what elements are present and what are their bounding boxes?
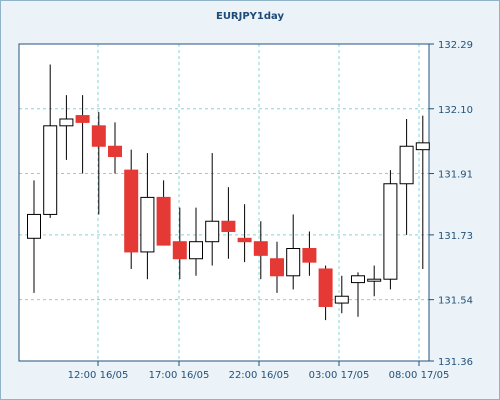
y-tick-label: 132.29 (438, 40, 473, 51)
y-tick-label: 131.54 (438, 296, 473, 307)
candle (351, 272, 365, 317)
plot-border (18, 43, 430, 362)
candle-body-bullish (286, 248, 301, 277)
candle-body-bearish (221, 220, 236, 232)
x-tick-label: 17:00 16/05 (149, 370, 210, 381)
candle-body-bearish (237, 237, 252, 243)
candle (302, 231, 317, 276)
candle-body-bearish (253, 241, 268, 256)
candle (383, 170, 398, 290)
candle-body-bullish (189, 241, 203, 260)
candle-body-bullish (140, 196, 155, 253)
y-tick-label: 131.36 (438, 357, 473, 368)
candle (27, 180, 41, 293)
y-tick-label: 132.10 (438, 105, 473, 116)
candle-body-bullish (415, 142, 430, 151)
x-tick-label: 12:00 16/05 (68, 370, 129, 381)
candle (189, 207, 203, 276)
y-tick-label: 131.91 (438, 170, 473, 181)
candle-body-bullish (367, 278, 382, 282)
candle-body-bullish (59, 118, 74, 127)
candle (91, 112, 106, 215)
candle-body-bearish (124, 169, 139, 253)
candle-body-bearish (91, 125, 106, 147)
candle (59, 95, 74, 160)
candle (172, 207, 187, 280)
candle-body-bullish (383, 183, 398, 280)
candle (334, 275, 349, 314)
candle-body-bullish (27, 213, 41, 239)
candle-body-bearish (318, 268, 333, 307)
x-tick-label: 22:00 16/05 (229, 370, 290, 381)
plot-area (19, 44, 429, 361)
chart-title: EURJPY1day (215, 11, 285, 22)
x-tick-label: 08:00 17/05 (389, 370, 450, 381)
candle (156, 180, 171, 246)
candle-body-bearish (75, 115, 90, 123)
candle (140, 153, 155, 280)
candle-body-bullish (334, 295, 349, 304)
candle (205, 153, 220, 266)
x-tick-label: 03:00 17/05 (309, 370, 370, 381)
candle (270, 241, 284, 293)
candle (318, 265, 333, 321)
candle-body-bullish (399, 145, 414, 185)
candle (253, 221, 268, 280)
candle-body-bearish (270, 258, 284, 277)
y-tick-label: 131.73 (438, 231, 473, 242)
candle (124, 149, 139, 269)
candle-body-bearish (156, 196, 171, 246)
candle (286, 214, 301, 290)
candle (221, 187, 236, 259)
candle (237, 204, 252, 263)
candle-body-bullish (351, 275, 365, 284)
candle (75, 95, 90, 174)
candle (367, 265, 382, 297)
candle-body-bearish (172, 241, 187, 260)
candle (399, 118, 414, 235)
candle-body-bullish (43, 125, 58, 215)
candle-body-bearish (302, 248, 317, 263)
candle-body-bullish (205, 220, 220, 243)
candle-body-bearish (108, 145, 122, 157)
candle (415, 115, 430, 269)
candle (43, 64, 58, 218)
candle (108, 122, 122, 174)
